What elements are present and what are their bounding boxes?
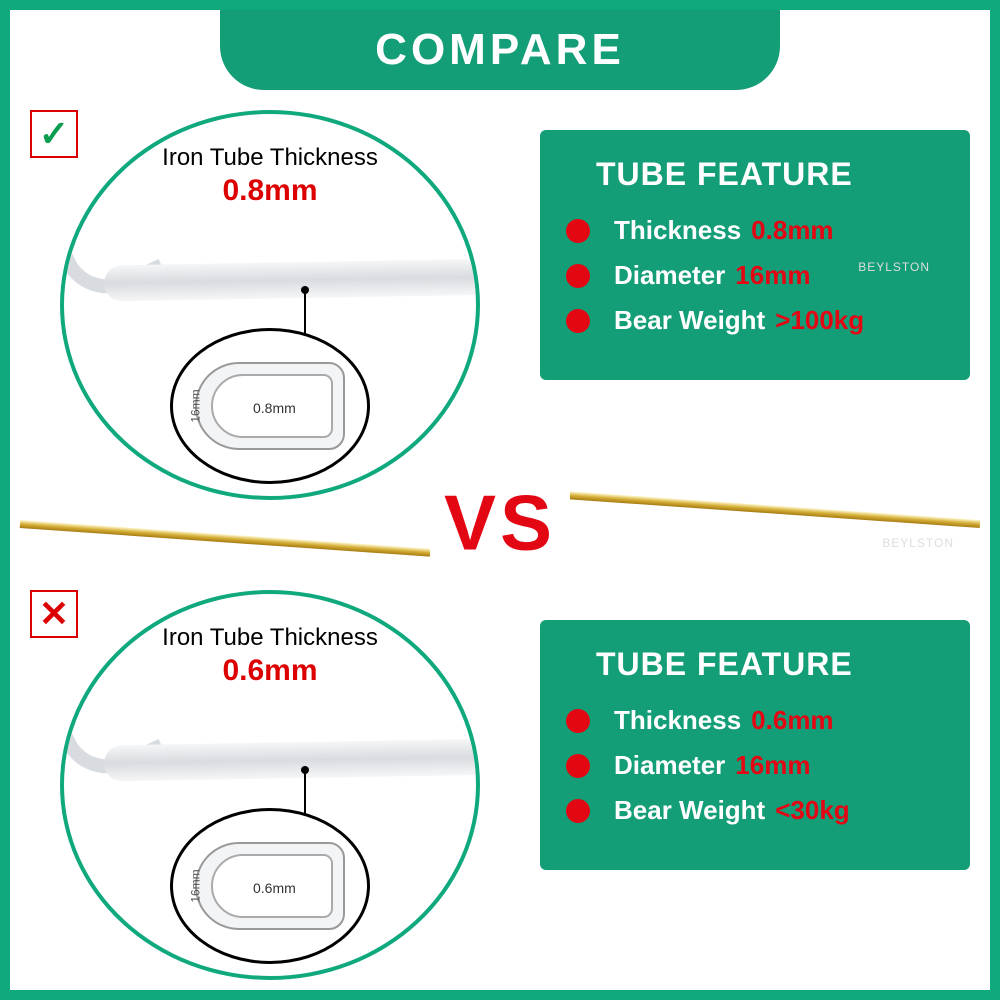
cs-diameter: 16mm: [189, 869, 203, 902]
watermark: BEYLSTON: [858, 260, 930, 274]
feature-label: Thickness: [614, 705, 741, 736]
bullet-icon: [566, 709, 590, 733]
thickness-value: 0.6mm: [64, 654, 476, 688]
feature-title: TUBE FEATURE: [596, 156, 944, 193]
thickness-label: Iron Tube Thickness: [64, 144, 476, 172]
feature-label: Thickness: [614, 215, 741, 246]
tube-illustration: [60, 244, 480, 334]
feature-value: 0.6mm: [751, 705, 833, 736]
feature-row: Thickness 0.8mm: [566, 215, 944, 246]
thickness-label: Iron Tube Thickness: [64, 624, 476, 652]
bullet-icon: [566, 309, 590, 333]
feature-value: 16mm: [735, 260, 810, 291]
header-banner: COMPARE: [220, 10, 780, 90]
feature-row: Thickness 0.6mm: [566, 705, 944, 736]
feature-title: TUBE FEATURE: [596, 646, 944, 683]
cross-section-top: 16mm 0.8mm: [170, 328, 370, 484]
feature-value: 0.8mm: [751, 215, 833, 246]
feature-value: <30kg: [775, 795, 849, 826]
feature-box-top: TUBE FEATURE Thickness 0.8mm Diameter 16…: [540, 130, 970, 380]
header-title: COMPARE: [375, 25, 625, 75]
panel-top: ✓ Iron Tube Thickness 0.8mm 16mm 0.8mm: [30, 110, 500, 500]
feature-value: 16mm: [735, 750, 810, 781]
feature-row: Diameter 16mm: [566, 750, 944, 781]
cs-thickness: 0.6mm: [253, 880, 296, 896]
watermark: BEYLSTON: [882, 536, 954, 550]
circle-bottom: Iron Tube Thickness 0.6mm 16mm 0.6mm: [60, 590, 480, 980]
feature-label: Diameter: [614, 260, 725, 291]
bullet-icon: [566, 799, 590, 823]
bullet-icon: [566, 219, 590, 243]
cs-diameter: 16mm: [189, 389, 203, 422]
circle-top: Iron Tube Thickness 0.8mm 16mm 0.8mm: [60, 110, 480, 500]
feature-row: Bear Weight >100kg: [566, 305, 944, 336]
feature-value: >100kg: [775, 305, 864, 336]
panel-bottom: ✕ Iron Tube Thickness 0.6mm 16mm 0.6mm: [30, 590, 500, 980]
cross-section-bottom: 16mm 0.6mm: [170, 808, 370, 964]
thickness-value: 0.8mm: [64, 174, 476, 208]
bullet-icon: [566, 264, 590, 288]
cs-thickness: 0.8mm: [253, 400, 296, 416]
feature-label: Bear Weight: [614, 305, 765, 336]
feature-row: Bear Weight <30kg: [566, 795, 944, 826]
circle-label-bottom: Iron Tube Thickness 0.6mm: [64, 624, 476, 688]
feature-label: Bear Weight: [614, 795, 765, 826]
feature-label: Diameter: [614, 750, 725, 781]
bullet-icon: [566, 754, 590, 778]
tube-illustration: [60, 724, 480, 814]
circle-label-top: Iron Tube Thickness 0.8mm: [64, 144, 476, 208]
feature-box-bottom: TUBE FEATURE Thickness 0.6mm Diameter 16…: [540, 620, 970, 870]
